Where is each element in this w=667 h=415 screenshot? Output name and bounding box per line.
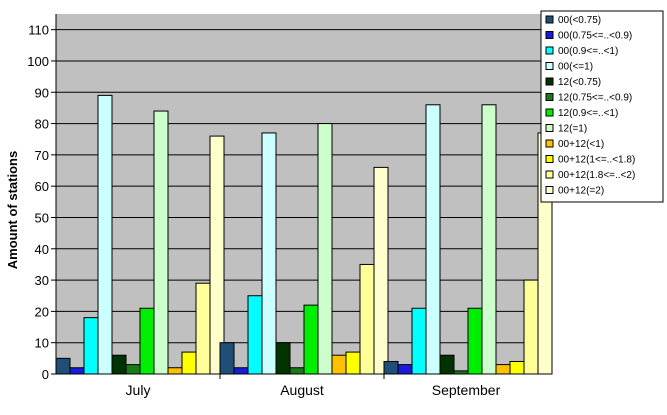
bar [83,317,99,375]
y-tick-label: 10 [35,336,49,351]
y-tick-label: 50 [35,210,49,225]
bar [261,132,277,375]
bar [247,295,263,375]
bar [195,282,211,375]
bar [167,367,183,375]
bar [111,354,127,375]
y-tick-label: 40 [35,242,49,257]
bar [373,166,389,375]
bar [97,94,113,375]
y-tick-label: 70 [35,148,49,163]
legend-swatch [545,170,554,179]
legend-swatch [545,124,554,132]
legend-box [540,10,664,203]
legend-swatch [545,77,554,86]
bar [69,367,85,375]
bar [181,351,197,375]
legend-swatch [545,155,554,163]
plot-area [56,14,548,374]
bar [523,279,539,375]
gridlines [56,29,548,344]
bar [467,307,483,375]
bar [275,342,291,375]
legend-label: 00+12(1.8<=..<2) [558,170,635,181]
x-tick-label: August [280,382,324,398]
y-tick-label: 80 [35,117,49,132]
legend-label: 12(<0.75) [558,77,601,88]
legend-swatch [545,31,554,39]
legend-swatch [545,46,554,55]
bar [55,357,71,375]
legend-swatch [545,93,554,101]
legend-label: 00(<0.75) [558,15,601,26]
bar [359,263,375,375]
bar [495,364,511,375]
y-axis-label: Amount of stations [5,151,20,269]
x-tick-label: July [126,382,151,398]
y-tick-label: 20 [35,304,49,319]
legend-swatch [545,62,554,70]
bar [125,364,141,375]
bar [219,342,235,375]
legend-swatch [545,139,554,148]
y-tick-label: 110 [28,23,49,38]
legend-label: 12(0.75<=..<0.9) [558,93,632,104]
axes: 0 10 20 30 40 50 60 70 80 90 100 110 July August Septe… [27,14,548,398]
bar [209,135,225,375]
legend-label: 00+12(<1) [558,139,604,150]
y-tick-label: 30 [35,273,49,288]
bar [411,307,427,375]
legend-swatch [545,15,554,24]
x-tick-label: September [432,382,501,398]
legend-label: 00+12(1<=..<1.8) [558,155,635,166]
legend-label: 12(=1) [558,124,587,135]
bar [139,307,155,375]
legend-swatch [545,108,554,117]
y-tick-label: 60 [35,179,49,194]
y-tick-label: 100 [27,54,49,69]
legend-label: 00(<=1) [558,62,593,73]
y-tick-label: 0 [42,367,49,382]
legend-label: 00(0.9<=..<1) [558,46,618,57]
y-tick-label: 90 [35,85,49,100]
bar [153,110,169,375]
bar [383,360,399,375]
bar [331,354,347,375]
legend-label: 12(0.9<=..<1) [558,108,618,119]
legend: 00(<0.75) 00(0.75<=..<0.9) 00(0.9<=..<1) 00… [540,10,664,203]
bar [345,351,361,375]
legend-swatch [545,186,554,194]
bars [55,94,553,375]
bar [317,123,333,375]
bar [303,304,319,375]
bar [233,367,249,375]
legend-label: 00(0.75<=..<0.9) [558,31,632,42]
bar [289,367,305,375]
bar [425,104,441,375]
bar [481,104,497,375]
legend-label: 00+12(=2) [558,186,604,197]
bar [509,360,525,375]
bar [397,364,413,375]
bar [439,354,455,375]
